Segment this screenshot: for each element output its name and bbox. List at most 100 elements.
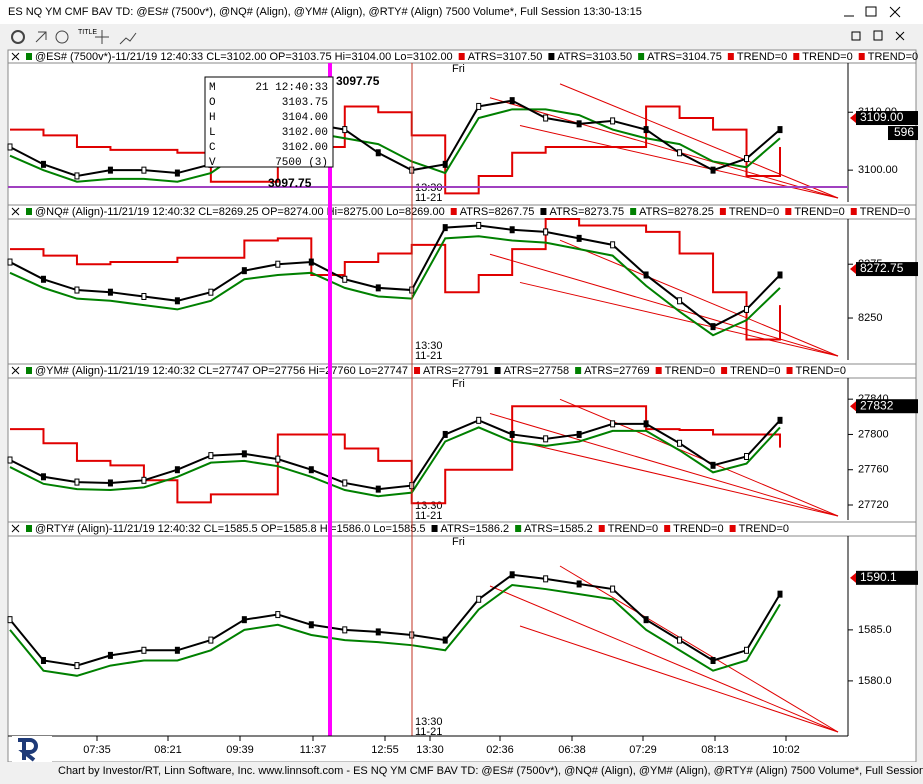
- candle: [7, 616, 13, 624]
- cursor-v-line: [328, 63, 332, 736]
- pane-close-box[interactable]: [11, 366, 20, 375]
- candle: [74, 478, 80, 486]
- maximize-button[interactable]: [865, 6, 877, 17]
- pane-close-box[interactable]: [11, 52, 20, 61]
- header-swatch: [785, 208, 792, 215]
- trend-line: [559, 239, 839, 357]
- day-label: Fri: [452, 63, 465, 75]
- data-window-key: C: [209, 142, 216, 154]
- header-swatch: [26, 367, 32, 374]
- header-swatch: [414, 367, 421, 374]
- candle: [40, 656, 46, 664]
- session-date: 11-21: [415, 350, 442, 362]
- chart-type-button[interactable]: [119, 32, 137, 45]
- header-swatch: [729, 525, 736, 532]
- y-tick-label: 27760: [858, 464, 889, 476]
- panes: @ES# (7500v*)-11/21/19 12:40:33 CL=3102.…: [7, 49, 918, 756]
- header-item: ATRS=1585.2: [524, 523, 593, 535]
- trend-line: [489, 413, 839, 517]
- x-tick-label: 08:13: [701, 744, 729, 756]
- data-window-key: V: [209, 157, 216, 169]
- candle: [677, 297, 683, 305]
- candle: [643, 616, 649, 624]
- candle: [543, 575, 549, 583]
- volume-box: [888, 126, 918, 141]
- header-swatch: [515, 525, 522, 532]
- title-button[interactable]: TITLE: [78, 29, 97, 36]
- close-button[interactable]: [889, 6, 901, 18]
- data-window-value: 3102.00: [282, 127, 328, 139]
- maximize-pane-button[interactable]: [873, 30, 883, 41]
- session-date: 11-21: [415, 726, 442, 738]
- data-window-value: 3103.75: [282, 97, 328, 109]
- candle: [308, 621, 314, 629]
- header-item: TREND=0: [729, 206, 779, 218]
- candle: [40, 473, 46, 481]
- close-pane-button[interactable]: [895, 31, 905, 41]
- logo-mark: [18, 738, 38, 762]
- data-window-key: M: [209, 82, 216, 94]
- candle: [74, 662, 80, 670]
- header-swatch: [793, 53, 800, 60]
- settings-button[interactable]: [11, 30, 25, 44]
- pane-close-box[interactable]: [11, 524, 20, 533]
- candle: [174, 646, 180, 654]
- series-line: [9, 235, 781, 337]
- header-item: ATRS=27791: [423, 365, 489, 377]
- header-swatch: [850, 208, 857, 215]
- clock-button[interactable]: [55, 30, 69, 44]
- header-item: TREND=0: [608, 523, 658, 535]
- y-tick-label: 3100.00: [858, 164, 898, 176]
- trend-line: [559, 398, 839, 517]
- candle: [576, 430, 582, 438]
- candle: [342, 126, 348, 134]
- crosshair-button[interactable]: [95, 30, 109, 44]
- draw-button[interactable]: [35, 31, 47, 43]
- last-price-box: [856, 111, 918, 126]
- trend-line: [559, 565, 839, 733]
- window-buttons[interactable]: [844, 6, 901, 18]
- header-item: ATRS=3103.50: [557, 51, 632, 63]
- candle: [509, 571, 515, 579]
- pane-window-buttons[interactable]: [851, 30, 905, 41]
- candle: [107, 166, 113, 174]
- data-window-value: 3104.00: [282, 112, 328, 124]
- candle: [375, 149, 381, 157]
- candle: [576, 120, 582, 128]
- candle: [777, 590, 783, 598]
- header-item: TREND=0: [673, 523, 723, 535]
- candle: [710, 166, 716, 174]
- candle: [710, 656, 716, 664]
- header-swatch: [540, 208, 547, 215]
- restore-button[interactable]: [851, 31, 861, 41]
- pane-close-box[interactable]: [11, 207, 20, 216]
- candle: [543, 435, 549, 443]
- candle: [442, 636, 448, 644]
- data-window-value: 7500 (3): [275, 157, 328, 169]
- x-tick-label: 06:38: [558, 744, 586, 756]
- header-item: TREND=0: [868, 51, 918, 63]
- x-tick-label: 10:02: [772, 744, 800, 756]
- candle: [174, 466, 180, 474]
- header-item: ATRS=3104.75: [647, 51, 722, 63]
- header-swatch: [494, 367, 501, 374]
- data-window-key: O: [209, 97, 216, 109]
- candle: [509, 97, 515, 105]
- candle: [643, 271, 649, 279]
- candle: [610, 241, 616, 249]
- candle: [342, 479, 348, 487]
- day-label: Fri: [452, 536, 465, 548]
- candle: [7, 258, 13, 266]
- toolbar-icons[interactable]: [11, 30, 137, 45]
- header-swatch: [26, 53, 32, 60]
- session-time: 13:30: [415, 340, 443, 352]
- candle: [141, 292, 147, 300]
- series-line: [9, 426, 781, 498]
- header-swatch: [575, 367, 582, 374]
- header-item: TREND=0: [665, 365, 715, 377]
- candle: [208, 636, 214, 644]
- header-swatch: [721, 367, 728, 374]
- candle: [509, 430, 515, 438]
- trend-line: [489, 585, 839, 733]
